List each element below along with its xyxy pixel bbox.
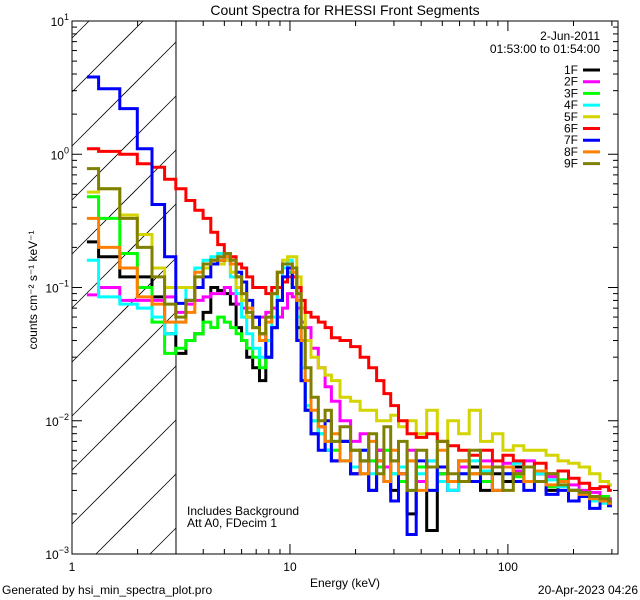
y-tick-label: 10−3 — [45, 545, 69, 562]
hatch-line — [71, 203, 177, 309]
footer-generator: Generated by hsi_min_spectra_plot.pro — [2, 583, 212, 597]
legend-label: 8F — [564, 145, 578, 159]
x-tick-label: 1 — [69, 560, 76, 574]
legend-label: 3F — [564, 86, 578, 100]
hatch-line — [71, 419, 177, 525]
legend-label: 9F — [564, 157, 578, 171]
series-line-6F — [86, 147, 612, 492]
annotation-background: Includes Background — [187, 504, 299, 518]
y-tick-label-base: 10 — [45, 282, 59, 296]
hatch-line — [71, 20, 90, 39]
y-tick-label-exponent: −3 — [59, 545, 69, 555]
y-tick-label-exponent: 1 — [64, 12, 69, 22]
y-tick-label-exponent: 0 — [64, 145, 69, 155]
y-tick-label-exponent: −1 — [59, 279, 69, 289]
hatch-line — [71, 257, 177, 363]
y-tick-label-base: 10 — [51, 15, 65, 29]
series-group — [86, 75, 612, 536]
series-line-9F — [86, 167, 612, 503]
date-label: 2-Jun-2011 — [540, 29, 600, 43]
y-tick-label-base: 10 — [45, 548, 59, 562]
legend-label: 6F — [564, 122, 578, 136]
hatch-line — [71, 95, 177, 201]
legend-label: 7F — [564, 133, 578, 147]
hatch-line — [95, 473, 177, 555]
legend-label: 2F — [564, 75, 578, 89]
chart-title: Count Spectra for RHESSI Front Segments — [210, 2, 479, 18]
legend-label: 4F — [564, 98, 578, 112]
legend-label: 5F — [564, 110, 578, 124]
x-tick-label: 10 — [283, 560, 297, 574]
y-tick-label-base: 10 — [51, 148, 65, 162]
hatch-line — [71, 365, 177, 471]
x-tick-label: 100 — [498, 560, 518, 574]
y-tick-label: 100 — [51, 145, 69, 162]
y-tick-label: 10−1 — [45, 279, 69, 296]
hatch-line — [149, 527, 177, 555]
footer-timestamp: 20-Apr-2023 04:26 — [538, 583, 638, 597]
hatch-line — [71, 311, 177, 417]
annotation-attenuator: Att A0, FDecim 1 — [187, 516, 277, 530]
legend-label: 1F — [564, 63, 578, 77]
y-tick-label-exponent: −2 — [59, 412, 69, 422]
hatch-line — [71, 41, 177, 147]
y-tick-label: 10−2 — [45, 412, 69, 429]
time-range-label: 01:53:00 to 01:54:00 — [490, 42, 600, 56]
y-tick-label: 101 — [51, 12, 69, 29]
y-tick-label-base: 10 — [45, 415, 59, 429]
hatch-line — [71, 20, 144, 93]
y-axis-label: counts cm⁻² s⁻¹ keV⁻¹ — [26, 230, 40, 349]
x-axis-label: Energy (keV) — [310, 576, 380, 590]
axis-ticks — [71, 20, 618, 555]
